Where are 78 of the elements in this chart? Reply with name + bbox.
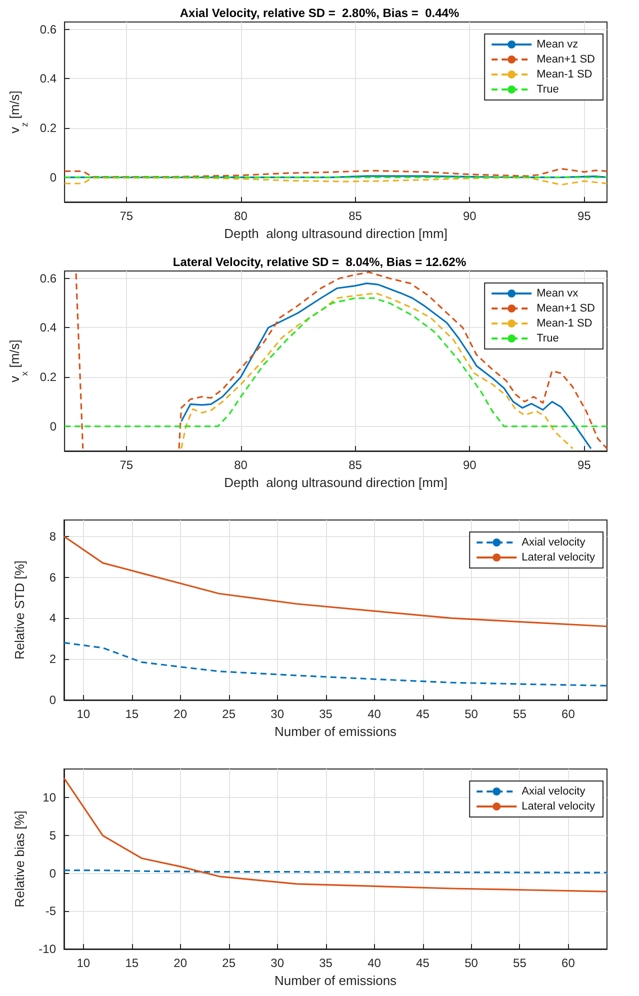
y-axis-title: vx [m/s] [7, 340, 30, 382]
legend-label: Axial velocity [522, 786, 586, 798]
x-tick-label: 90 [463, 209, 477, 223]
x-tick-label: 40 [368, 707, 382, 721]
y-axis-title: Relative STD [%] [12, 560, 27, 660]
x-tick-label: 50 [464, 707, 478, 721]
x-tick-label: 25 [222, 956, 236, 970]
x-tick-label: 60 [562, 707, 576, 721]
x-tick-label: 15 [125, 956, 139, 970]
line-series [64, 297, 608, 428]
legend-label: Lateral velocity [522, 552, 596, 564]
x-tick-label: 55 [513, 707, 527, 721]
y-tick-label: 0 [49, 866, 56, 880]
y-axis-title: vz [m/s] [7, 90, 30, 134]
x-axis-title: Number of emissions [274, 972, 398, 988]
x-tick-label: 20 [174, 707, 188, 721]
x-tick-label: 55 [513, 956, 527, 970]
y-tick-label: 6 [49, 570, 56, 584]
x-tick-label: 95 [577, 209, 592, 223]
x-tick-label: 40 [368, 956, 382, 970]
line-series [63, 777, 608, 892]
y-tick-label: -5 [45, 904, 56, 918]
x-axis-title: Number of emissions [274, 724, 398, 739]
x-axis-title: Depth along ultrasound direction [mm] [224, 226, 448, 241]
x-tick-label: 75 [120, 458, 134, 472]
line-series [63, 536, 608, 628]
x-tick-label: 45 [416, 707, 430, 721]
y-tick-label: 0.4 [40, 72, 57, 86]
y-tick-label: 5 [49, 828, 56, 843]
y-tick-label: 0.6 [40, 271, 57, 286]
legend-label: Axial velocity [522, 536, 586, 548]
chart-title: Axial Velocity, relative SD = 2.80%, Bias = 0.44% [180, 6, 460, 20]
y-tick-label: 4 [49, 611, 56, 626]
x-tick-label: 85 [348, 458, 362, 472]
y-tick-label: -10 [38, 942, 56, 956]
y-tick-label: 0.4 [40, 320, 57, 335]
legend-label: True [536, 332, 559, 344]
x-tick-label: 15 [125, 707, 139, 721]
line-series [64, 168, 608, 178]
y-tick-label: 0 [50, 170, 57, 184]
legend-label: Mean-1 SD [536, 318, 592, 330]
x-tick-label: 20 [174, 956, 188, 970]
y-tick-label: 10 [42, 790, 56, 805]
y-tick-label: 0 [49, 693, 56, 707]
x-tick-label: 95 [577, 458, 592, 472]
x-axis-title: Depth along ultrasound direction [mm] [224, 474, 448, 490]
legend-label: Lateral velocity [522, 800, 596, 812]
x-tick-label: 50 [464, 956, 478, 970]
y-tick-label: 0.6 [40, 22, 57, 36]
y-tick-label: 0.2 [40, 370, 57, 384]
y-tick-label: 0.2 [40, 121, 57, 136]
x-tick-label: 80 [234, 209, 248, 223]
x-tick-label: 90 [463, 458, 477, 472]
x-tick-label: 75 [120, 209, 134, 223]
x-tick-label: 35 [319, 956, 333, 970]
line-series [63, 642, 608, 686]
x-tick-label: 25 [222, 707, 236, 721]
y-tick-label: 0 [50, 419, 57, 434]
legend-label: True [536, 84, 559, 96]
x-tick-label: 30 [270, 956, 284, 970]
x-tick-label: 10 [76, 956, 90, 970]
x-tick-label: 80 [234, 458, 248, 472]
chart-title: Lateral Velocity, relative SD = 8.04%, Bias = 12.62% [172, 255, 466, 269]
y-tick-label: 2 [49, 652, 56, 666]
y-axis-title: Relative bias [%] [12, 810, 27, 908]
legend-label: Mean-1 SD [536, 68, 592, 80]
y-tick-label: 8 [49, 529, 56, 544]
legend-label: Mean vz [536, 38, 578, 50]
x-tick-label: 85 [348, 209, 362, 223]
legend-label: Mean vx [536, 288, 579, 300]
legend-label: Mean+1 SD [536, 54, 596, 66]
x-tick-label: 35 [319, 707, 333, 721]
legend-label: Mean+1 SD [536, 302, 596, 314]
line-series [64, 176, 608, 186]
x-tick-label: 60 [562, 956, 576, 970]
x-tick-label: 45 [416, 956, 430, 970]
x-tick-label: 10 [76, 707, 90, 721]
x-tick-label: 30 [270, 707, 284, 721]
